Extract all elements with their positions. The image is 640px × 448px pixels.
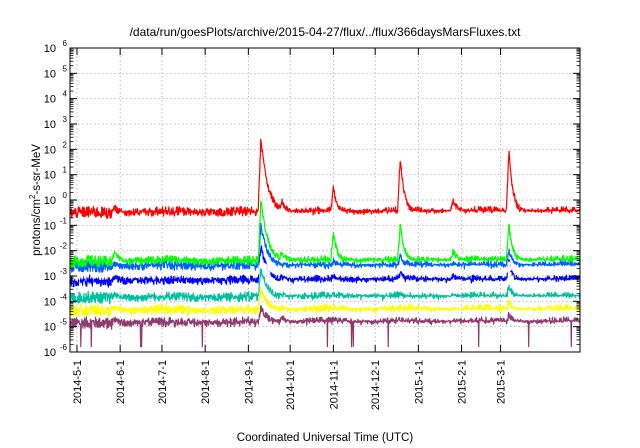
series-line <box>69 200 581 269</box>
y-tick-label: 10 <box>44 119 56 131</box>
y-tick-label: 10 <box>44 144 56 156</box>
y-tick-exponent: 3 <box>63 115 68 124</box>
x-tick-label: 2014-10-1 <box>285 360 297 410</box>
y-tick-mantissa: 10 <box>44 144 56 156</box>
y-tick-mantissa: 10 <box>44 119 56 131</box>
series-line <box>69 138 581 219</box>
y-axis-label-rest: -s-sr-MeV <box>31 144 43 195</box>
y-axis-label: protons/cm2-s-sr-MeV <box>28 144 43 256</box>
y-tick-exponent: -1 <box>60 216 68 225</box>
y-tick-label: 10 <box>44 322 56 334</box>
y-tick-mantissa: 10 <box>44 170 56 182</box>
y-tick-label: 10 <box>44 271 56 283</box>
x-axis: 2014-5-1 2014-6-1 2014-7-1 2014-8-1 2014-9-1… <box>72 48 508 410</box>
y-axis-label-base: protons/cm <box>31 199 43 256</box>
y-tick-label: 10 <box>44 94 56 106</box>
y-tick-label: 10 <box>44 195 56 207</box>
y-tick-mantissa: 10 <box>44 271 56 283</box>
y-tick-exponent: 5 <box>63 64 68 73</box>
y-tick-label: 10 <box>44 296 56 308</box>
x-tick-label: 2015-3-1 <box>496 360 508 404</box>
y-axis-label-sup: 2 <box>28 194 37 199</box>
series-line <box>69 268 581 305</box>
y-tick-exponent: -6 <box>60 343 68 352</box>
x-tick-label: 2014-11-1 <box>328 360 340 409</box>
x-tick-label: 2014-6-1 <box>115 360 127 404</box>
y-tick-label: 10 <box>44 246 56 258</box>
x-tick-label: 2014-7-1 <box>157 360 169 404</box>
y-tick-mantissa: 10 <box>44 246 56 258</box>
y-tick-exponent: -5 <box>60 318 68 327</box>
y-tick-exponent: -3 <box>60 267 68 276</box>
x-tick-label: 2014-8-1 <box>200 360 212 404</box>
y-tick-label: 10 <box>44 68 56 80</box>
y-axis: 10 -610 -510 -410 -310 -210 -110 010 110 210 310 41… <box>44 39 580 359</box>
y-tick-exponent: 4 <box>63 90 68 99</box>
y-tick-exponent: 6 <box>63 39 68 48</box>
y-tick-label: 10 <box>44 43 56 55</box>
x-tick-label: 2014-5-1 <box>72 360 84 404</box>
series-line <box>69 305 581 348</box>
y-tick-label: 10 <box>44 220 56 232</box>
grid-lines <box>70 48 580 352</box>
y-tick-label: 10 <box>44 347 56 359</box>
x-axis-label: Coordinated Universal Time (UTC) <box>237 432 414 444</box>
y-tick-exponent: -4 <box>60 292 68 301</box>
y-tick-exponent: 2 <box>63 140 68 149</box>
y-tick-mantissa: 10 <box>44 195 56 207</box>
data-series <box>69 138 581 348</box>
y-tick-exponent: -2 <box>60 242 68 251</box>
chart-title: /data/run/goesPlots/archive/2015-04-27/f… <box>130 25 522 39</box>
y-tick-label: 10 <box>44 170 56 182</box>
y-tick-exponent: 0 <box>63 191 68 200</box>
series-line <box>69 222 581 273</box>
y-tick-mantissa: 10 <box>44 43 56 55</box>
x-tick-label: 2014-9-1 <box>243 360 255 404</box>
series-line <box>69 287 581 318</box>
series-line <box>69 245 581 288</box>
y-tick-exponent: 1 <box>63 166 68 175</box>
x-tick-label: 2015-2-1 <box>457 360 469 404</box>
series-line <box>69 256 581 281</box>
y-tick-mantissa: 10 <box>44 68 56 80</box>
y-tick-mantissa: 10 <box>44 322 56 334</box>
y-tick-mantissa: 10 <box>44 296 56 308</box>
x-tick-label: 2014-12-1 <box>370 360 382 410</box>
y-tick-mantissa: 10 <box>44 220 56 232</box>
y-tick-mantissa: 10 <box>44 347 56 359</box>
y-tick-mantissa: 10 <box>44 94 56 106</box>
x-tick-label: 2015-1-1 <box>413 360 425 404</box>
